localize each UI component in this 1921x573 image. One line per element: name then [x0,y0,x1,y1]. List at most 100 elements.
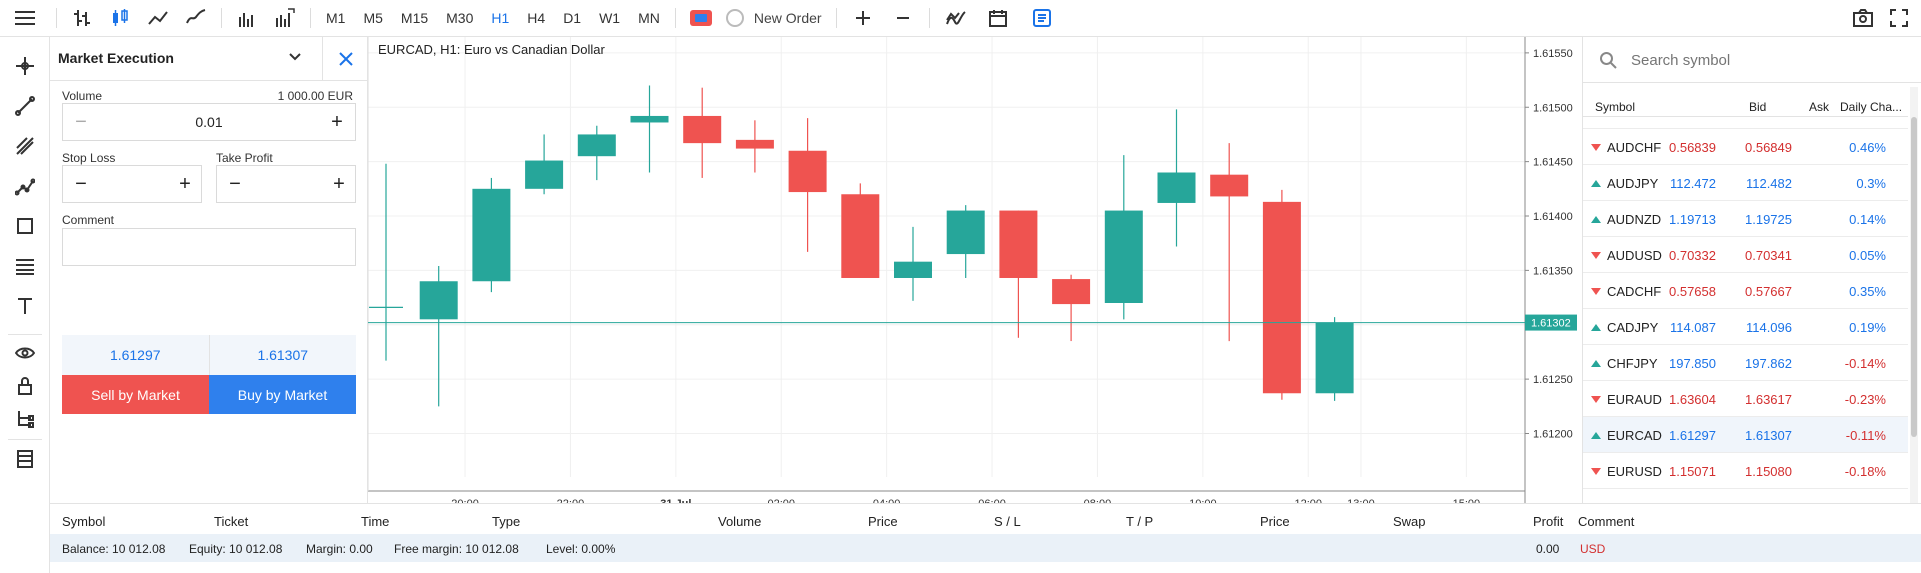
symbol-row[interactable]: AUDJPY 112.472 112.482 0.3% [1583,165,1908,201]
trend-line-icon[interactable] [13,94,37,118]
new-order-button[interactable]: New Order [682,0,830,37]
top-toolbar: M1 M5 M15 M30 H1 H4 D1 W1 MN New Order [0,0,1921,37]
column-header[interactable]: Ticket [214,514,249,529]
crosshair-icon[interactable] [13,54,37,78]
channel-icon[interactable] [13,134,37,158]
arrow-down-icon [1591,144,1601,151]
zoom-out-icon[interactable] [883,0,923,37]
column-header[interactable]: Comment [1578,514,1635,529]
area-chart-icon[interactable] [139,0,177,37]
shapes-icon[interactable] [13,214,37,238]
zoom-in-icon[interactable] [843,0,883,37]
symbol-name: CADCHF [1607,284,1662,299]
symbol-search[interactable] [1583,37,1921,83]
fibonacci-icon[interactable] [13,254,37,278]
column-bid[interactable]: Bid [1749,100,1767,114]
symbol-name: AUDUSD [1607,248,1662,263]
screenshot-icon[interactable] [1845,0,1881,37]
symbol-ask: 0.56849 [1745,140,1792,155]
fullscreen-icon[interactable] [1881,0,1917,37]
price-chart[interactable]: 1.61550 1.61500 1.61450 1.61400 1.61350 1.613… [367,37,1582,510]
row-divider [1583,272,1908,273]
volume-increase-button[interactable]: + [331,111,343,133]
timeframe-m1[interactable]: M1 [326,10,346,26]
column-header[interactable]: Profit [1533,514,1564,529]
y-tick-label: 1.61250 [1533,374,1573,386]
calendar-icon[interactable] [976,0,1020,37]
column-header[interactable]: Symbol [62,514,106,529]
clock-icon [725,9,744,27]
timeframe-h1[interactable]: H1 [491,10,510,26]
one-click-trading-icon[interactable] [689,10,712,26]
symbol-row[interactable]: EURUSD 1.15071 1.15080 -0.18% [1583,453,1908,489]
column-header[interactable]: Price [868,514,898,529]
sell-button[interactable]: Sell by Market [62,375,209,414]
symbol-bid: 1.19713 [1669,212,1716,227]
column-header[interactable]: Time [361,514,390,529]
close-icon[interactable] [322,37,368,81]
buy-button[interactable]: Buy by Market [209,375,356,414]
search-input[interactable] [1631,49,1891,71]
column-header[interactable]: T / P [1126,514,1154,529]
candlestick-chart[interactable]: 1.61550 1.61500 1.61450 1.61400 1.61350 1.613… [367,37,1582,510]
symbol-list[interactable]: AUDCAD 0.98584 0.98593 0.12% AUDCHF 0.56839 0.… [1583,117,1908,503]
symbol-row[interactable]: AUDUSD 0.70332 0.70341 0.05% [1583,237,1908,273]
object-tree-icon[interactable] [13,407,37,431]
timeframe-selector: M1 M5 M15 M30 H1 H4 D1 W1 MN [317,0,669,37]
symbol-row[interactable]: AUDNZD 1.19713 1.19725 0.14% [1583,201,1908,237]
stop-loss-stepper[interactable]: − + [62,165,202,203]
volume-value[interactable]: 0.01 [195,114,223,130]
timeframe-mn[interactable]: MN [638,10,660,26]
column-header[interactable]: Volume [718,514,762,529]
column-symbol[interactable]: Symbol [1595,100,1636,114]
candle-body [525,160,564,189]
column-header[interactable]: Swap [1393,514,1426,529]
indicators-list-icon[interactable] [936,0,976,37]
menu-icon[interactable] [0,0,50,37]
timeframe-d1[interactable]: D1 [563,10,582,26]
chevron-down-icon[interactable] [288,49,302,66]
timeframe-h4[interactable]: H4 [527,10,546,26]
symbol-row[interactable]: CADJPY 114.087 114.096 0.19% [1583,309,1908,345]
symbol-row[interactable]: CHFJPY 197.850 197.862 -0.14% [1583,345,1908,381]
column-header[interactable]: Type [492,514,521,529]
column-header[interactable]: Price [1260,514,1290,529]
trade-panel-icon[interactable] [13,447,37,471]
order-panel-icon[interactable] [1020,0,1064,37]
volumes-icon[interactable] [228,0,266,37]
column-header[interactable]: S / L [994,514,1021,529]
symbol-row[interactable]: EURAUD 1.63604 1.63617 -0.23% [1583,381,1908,417]
order-type-title[interactable]: Market Execution [58,50,174,66]
column-ask[interactable]: Ask [1809,100,1830,114]
symbol-row[interactable]: AUDCHF 0.56839 0.56849 0.46% [1583,129,1908,165]
take-profit-decrease-button[interactable]: − [229,173,241,195]
timeframe-m30[interactable]: M30 [446,10,474,26]
scrollbar-thumb[interactable] [1911,117,1917,437]
polyline-icon[interactable] [13,174,37,198]
comment-input[interactable] [62,228,356,266]
take-profit-increase-button[interactable]: + [333,173,345,195]
candlestick-chart-icon[interactable] [101,0,139,37]
timeframe-w1[interactable]: W1 [599,10,621,26]
timeframe-m15[interactable]: M15 [400,10,429,26]
text-icon[interactable] [13,294,37,318]
timeframe-m5[interactable]: M5 [363,10,383,26]
eye-icon[interactable] [13,341,37,365]
scrollbar[interactable] [1910,87,1918,503]
lock-icon[interactable] [13,374,37,398]
volume-decrease-button[interactable]: − [75,111,87,133]
bar-chart-icon[interactable] [63,0,101,37]
candle-body [788,150,827,193]
symbol-bid: 114.087 [1669,320,1716,335]
take-profit-stepper[interactable]: − + [216,165,356,203]
symbol-row[interactable]: AUDCAD 0.98584 0.98593 0.12% [1583,117,1908,129]
line-chart-icon[interactable] [177,0,215,37]
column-daily-change[interactable]: Daily Cha... [1840,100,1903,114]
search-icon [1600,52,1617,69]
stop-loss-decrease-button[interactable]: − [75,173,87,195]
volume-stepper[interactable]: − 0.01 + [62,103,356,141]
symbol-row[interactable]: EURCAD 1.61297 1.61307 -0.11% [1583,417,1908,453]
stop-loss-increase-button[interactable]: + [179,173,191,195]
symbol-row[interactable]: CADCHF 0.57658 0.57667 0.35% [1583,273,1908,309]
indicators-icon[interactable] [266,0,304,37]
